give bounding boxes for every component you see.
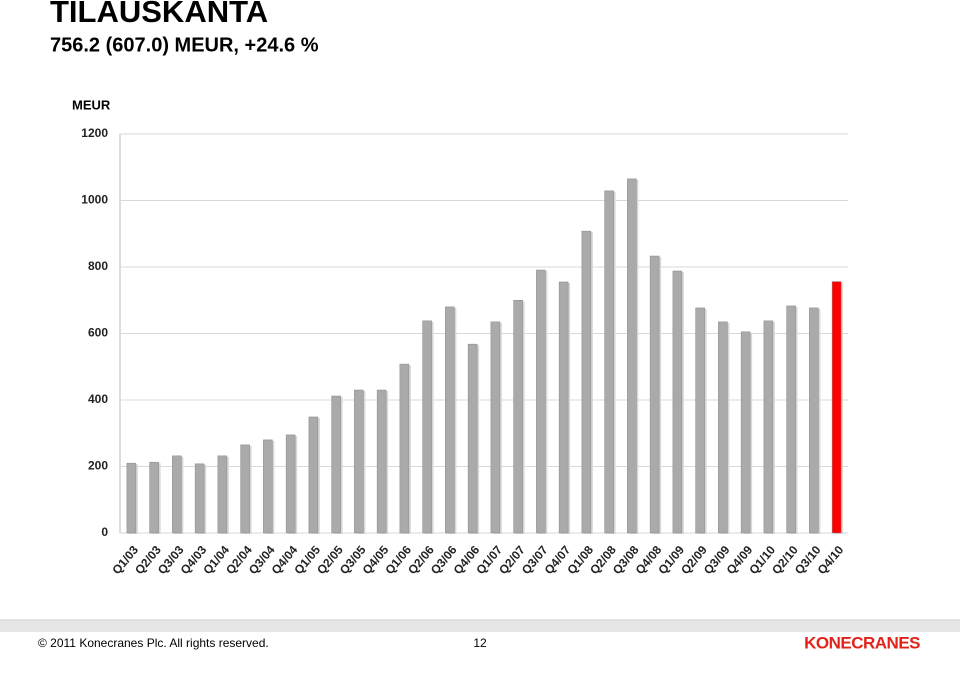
bar <box>809 307 819 534</box>
y-tick-label: 0 <box>101 525 108 539</box>
bar <box>786 305 796 534</box>
bar <box>376 389 387 534</box>
bar <box>695 307 705 534</box>
x-tick-label: Q4/10 <box>815 543 847 577</box>
y-tick-label: 200 <box>88 459 108 473</box>
bar <box>445 306 455 534</box>
slide-subtitle: 756.2 (607.0) MEUR, +24.6 % <box>50 34 319 56</box>
bar <box>672 270 683 534</box>
bar <box>558 281 569 534</box>
bar <box>718 321 728 534</box>
bar <box>263 439 273 534</box>
bar <box>740 331 751 534</box>
slide-title: TILAUSKANTA <box>50 0 268 29</box>
bar <box>399 363 410 534</box>
y-tick-label: 1200 <box>81 126 108 140</box>
y-tick-label: 800 <box>88 259 108 273</box>
bar <box>217 455 228 534</box>
bar <box>581 230 592 534</box>
bar <box>149 461 159 534</box>
footer-band <box>0 620 960 632</box>
page-number: 12 <box>473 636 487 650</box>
bar <box>285 434 296 534</box>
bar <box>604 190 614 534</box>
y-tick-label: 600 <box>88 326 108 340</box>
bar <box>172 455 182 534</box>
bar <box>467 343 478 534</box>
footer-copyright: © 2011 Konecranes Plc. All rights reserv… <box>38 636 269 650</box>
bar <box>308 416 319 534</box>
bar <box>627 178 637 534</box>
bar <box>536 269 546 534</box>
bar <box>490 321 501 534</box>
bar <box>240 444 250 534</box>
y-tick-label: 400 <box>88 392 108 406</box>
bar <box>513 300 523 534</box>
bar <box>649 255 660 534</box>
y-tick-label: 1000 <box>81 193 108 207</box>
bar <box>194 463 205 534</box>
bar <box>354 389 364 534</box>
bar <box>126 462 137 534</box>
logo: KONECRANES <box>804 633 920 652</box>
bar <box>763 320 774 534</box>
y-axis-label: MEUR <box>72 97 111 112</box>
bar <box>831 281 842 534</box>
bar <box>331 395 341 534</box>
bar <box>422 320 432 534</box>
